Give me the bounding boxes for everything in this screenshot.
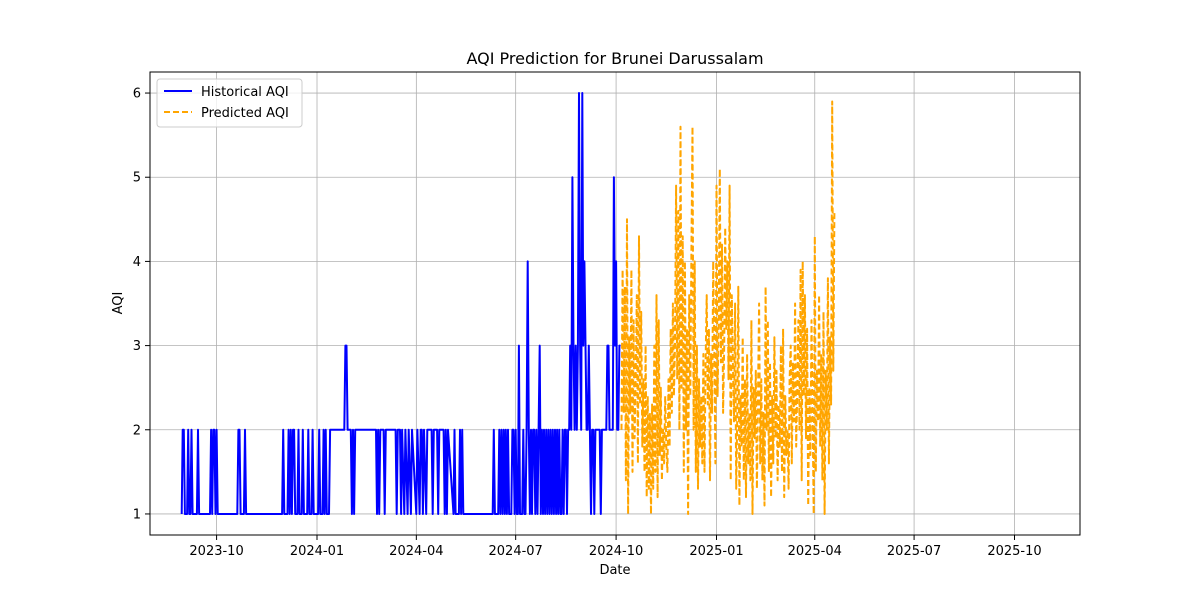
legend-historical-label: Historical AQI [201,85,289,100]
x-axis: 2023-10 2024-01 2024-04 2024-07 2024-10 2025-… [189,535,1042,559]
y-tick-label: 2 [133,423,141,438]
x-tick-label: 2024-07 [489,544,543,559]
y-tick-label: 6 [133,87,141,102]
x-tick-label: 2025-10 [987,544,1041,559]
y-tick-label: 1 [133,507,141,522]
plot-frame [149,71,1081,536]
y-axis: 1 2 3 4 5 6 [133,87,150,522]
x-tick-label: 2025-07 [887,544,941,559]
legend-box [156,78,303,128]
grid [150,72,1080,535]
x-tick-label: 2023-10 [189,544,243,559]
series-layer [180,92,836,515]
y-tick-label: 4 [133,255,141,270]
chart-title: AQI Prediction for Brunei Darussalam [466,49,763,68]
y-tick-label: 5 [133,171,141,186]
legend-predicted-label: Predicted AQI [201,106,289,121]
x-tick-label: 2024-10 [589,544,643,559]
x-tick-label: 2024-04 [389,544,443,559]
y-axis-label: AQI [111,292,126,315]
y-tick-label: 3 [133,339,141,354]
x-tick-label: 2024-01 [290,544,344,559]
x-tick-label: 2025-04 [788,544,842,559]
historical-aqi-line [180,92,621,515]
x-tick-label: 2025-01 [689,544,743,559]
x-axis-label: Date [599,563,630,578]
legend: Historical AQI Predicted AQI [156,78,303,128]
predicted-aqi-line [620,100,836,515]
